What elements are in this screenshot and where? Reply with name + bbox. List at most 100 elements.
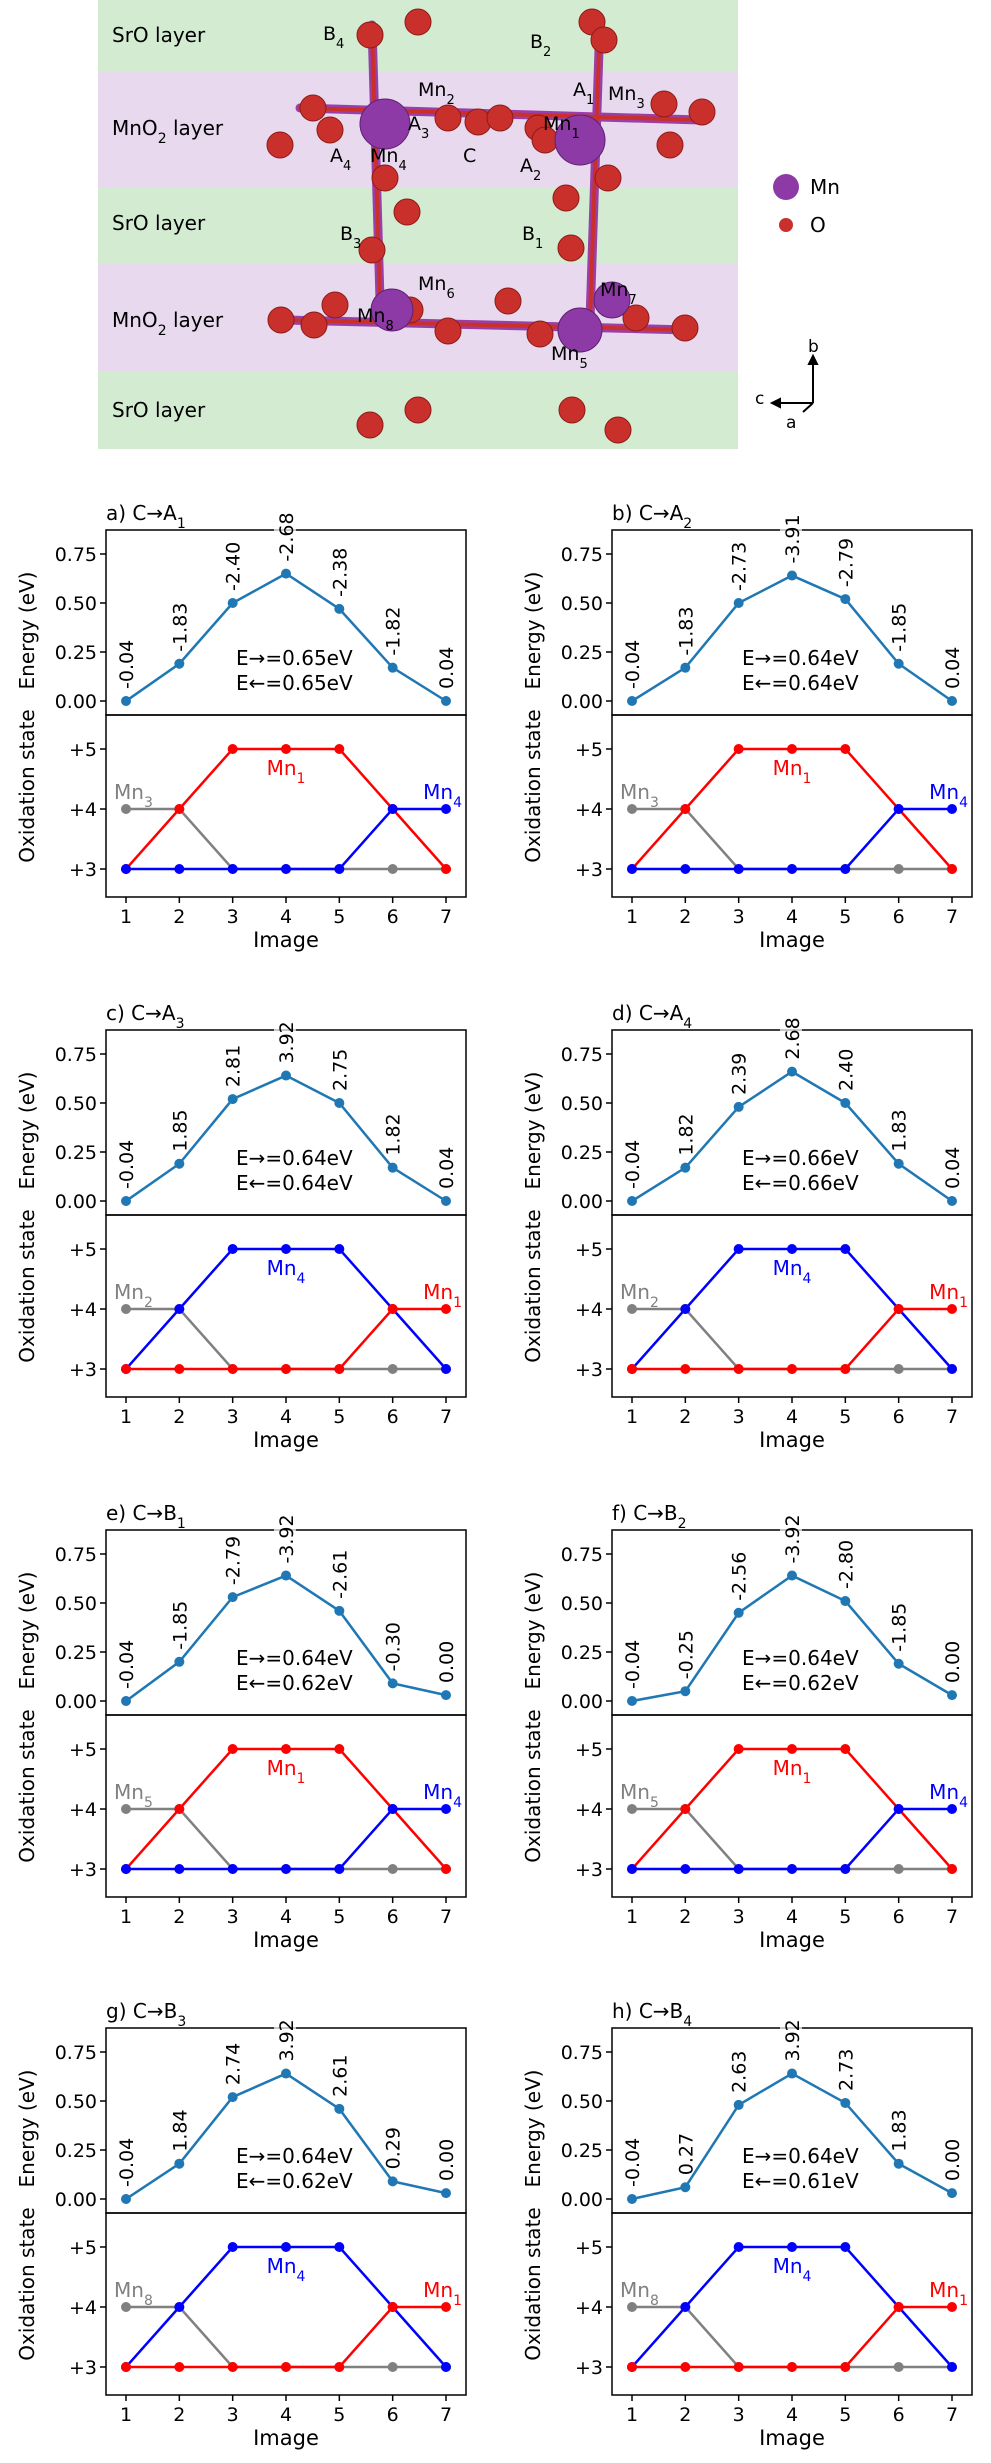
oxidation-point xyxy=(334,1864,345,1874)
oxidation-series-label: Mn8 xyxy=(620,2278,659,2309)
oxidation-point xyxy=(893,804,904,814)
oxidation-point xyxy=(174,2302,185,2312)
x-tick-label: 6 xyxy=(893,1906,905,1928)
oxidation-series-label: Mn8 xyxy=(114,2278,153,2309)
energy-point xyxy=(787,1570,797,1581)
energy-point xyxy=(893,658,904,669)
oxidation-point xyxy=(227,1744,238,1754)
x-tick-label: 3 xyxy=(733,1906,745,1928)
oxidation-point xyxy=(787,1864,797,1874)
oxidation-point xyxy=(680,1804,691,1814)
energy-point-label: -2.80 xyxy=(835,1540,857,1589)
energy-point-label: 3.92 xyxy=(782,2019,804,2061)
energy-point-label: -2.79 xyxy=(835,538,857,587)
oxidation-point xyxy=(121,1364,131,1374)
oxidation-y-tick-label: +3 xyxy=(575,2357,603,2379)
crystal-structure-figure: SrO layer MnO2 layer SrO layer MnO2 laye… xyxy=(98,0,840,449)
energy-y-tick-label: 0.25 xyxy=(561,642,603,664)
energy-point xyxy=(334,1605,345,1616)
energy-y-tick-label: 0.25 xyxy=(561,2140,603,2162)
x-axis-label: Image xyxy=(759,1428,825,1452)
oxidation-point xyxy=(947,2302,957,2312)
x-tick-label: 6 xyxy=(893,1406,905,1428)
oxidation-point xyxy=(627,804,637,814)
energy-point xyxy=(947,696,957,706)
energy-point xyxy=(387,2176,398,2187)
energy-point xyxy=(334,1098,345,1108)
oxidation-point xyxy=(787,2362,797,2372)
forward-barrier-label: E→=0.64eV xyxy=(742,2144,859,2168)
x-tick-label: 5 xyxy=(839,906,851,928)
oxidation-point xyxy=(733,1244,744,1254)
energy-y-axis-label: Energy (eV) xyxy=(15,572,39,690)
energy-y-tick-label: 0.25 xyxy=(561,1142,603,1164)
forward-barrier-label: E→=0.64eV xyxy=(236,1146,353,1170)
oxidation-y-axis-label: Oxidation state xyxy=(521,709,545,862)
energy-point xyxy=(733,2099,744,2110)
oxidation-series-label: Mn1 xyxy=(773,756,812,787)
x-tick-label: 6 xyxy=(387,906,399,928)
oxidation-point xyxy=(227,864,238,874)
oxidation-y-tick-label: +4 xyxy=(575,2297,603,2319)
oxidation-y-axis-label: Oxidation state xyxy=(15,1209,39,1362)
energy-point xyxy=(121,696,131,706)
energy-y-tick-label: 0.25 xyxy=(55,642,97,664)
x-tick-label: 1 xyxy=(120,906,132,928)
oxidation-point xyxy=(281,744,291,754)
energy-y-tick-label: 0.50 xyxy=(55,2091,97,2113)
x-tick-label: 3 xyxy=(227,1406,239,1428)
energy-point xyxy=(680,1162,691,1173)
x-tick-label: 7 xyxy=(946,906,958,928)
chart-panel: e) C→B1 0.00 0.25 0.50 0.75 +3 +4 +5 1 2 3 4 5 6 7 Imag… xyxy=(15,1501,467,1952)
energy-point-label: 0.04 xyxy=(942,1147,964,1189)
energy-y-tick-label: 0.75 xyxy=(561,544,603,566)
energy-y-tick-label: 0.75 xyxy=(55,2042,97,2064)
energy-y-axis-label: Energy (eV) xyxy=(521,2070,545,2188)
oxidation-point xyxy=(680,2302,691,2312)
axes-triad xyxy=(769,353,819,413)
oxidation-point xyxy=(387,2302,398,2312)
x-tick-label: 4 xyxy=(280,1906,292,1928)
label-backdrop xyxy=(274,2001,296,2064)
oxidation-series-line xyxy=(632,807,952,871)
x-tick-label: 6 xyxy=(893,906,905,928)
panel-title: a) C→A1 xyxy=(106,501,186,532)
oxidation-point xyxy=(281,1744,291,1754)
oxidation-series-line xyxy=(632,1807,952,1871)
o-legend-marker xyxy=(779,218,793,232)
energy-y-tick-label: 0.00 xyxy=(561,1191,603,1213)
x-tick-label: 1 xyxy=(120,1406,132,1428)
energy-y-tick-label: 0.50 xyxy=(55,1093,97,1115)
oxidation-series-label: Mn5 xyxy=(620,1780,659,1811)
forward-barrier-label: E→=0.66eV xyxy=(742,1146,859,1170)
x-tick-label: 3 xyxy=(227,906,239,928)
energy-y-axis-label: Energy (eV) xyxy=(15,1572,39,1690)
energy-point-label: 1.84 xyxy=(169,2109,191,2151)
energy-y-tick-label: 0.75 xyxy=(561,2042,603,2064)
energy-point xyxy=(121,1696,131,1706)
oxidation-point xyxy=(840,744,851,754)
oxidation-point xyxy=(893,864,904,874)
energy-y-axis-label: Energy (eV) xyxy=(521,1072,545,1190)
energy-point-label: 0.00 xyxy=(942,2139,964,2181)
x-tick-label: 6 xyxy=(893,2404,905,2426)
oxidation-series-label: Mn4 xyxy=(773,2254,812,2285)
oxidation-point xyxy=(227,1244,238,1254)
oxidation-point xyxy=(893,1864,904,1874)
energy-point-label: 0.04 xyxy=(436,1147,458,1189)
x-tick-label: 2 xyxy=(679,1906,691,1928)
backward-barrier-label: E←=0.61eV xyxy=(742,2169,859,2193)
axis-label-a: a xyxy=(786,413,796,433)
energy-y-tick-label: 0.00 xyxy=(55,1191,97,1213)
x-tick-label: 5 xyxy=(333,2404,345,2426)
energy-y-tick-label: 0.75 xyxy=(55,544,97,566)
oxidation-point xyxy=(174,804,185,814)
axis-label-b: b xyxy=(808,337,819,357)
oxidation-y-tick-label: +3 xyxy=(575,1859,603,1881)
energy-point xyxy=(281,568,291,579)
oxidation-series-label: Mn1 xyxy=(267,1756,306,1787)
panel-title: c) C→A3 xyxy=(106,1001,184,1032)
oxidation-point xyxy=(893,1364,904,1374)
oxidation-point xyxy=(840,1364,851,1374)
energy-point-label: 1.85 xyxy=(169,1109,191,1151)
